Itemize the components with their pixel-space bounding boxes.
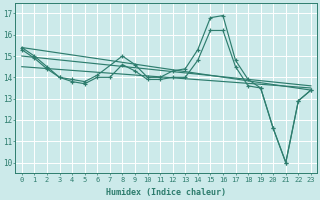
X-axis label: Humidex (Indice chaleur): Humidex (Indice chaleur)	[106, 188, 226, 197]
